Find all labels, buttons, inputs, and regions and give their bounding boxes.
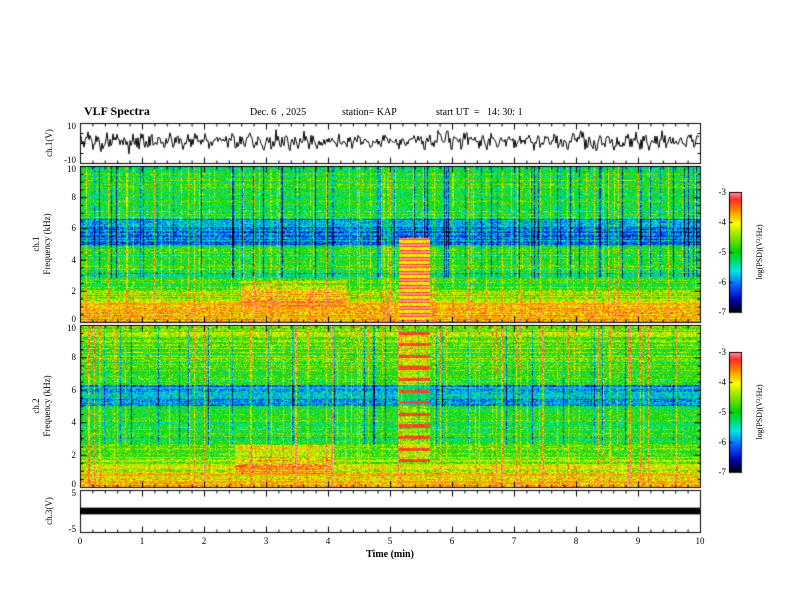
colorbar-tick-label: -5 bbox=[718, 247, 727, 257]
x-tick-label: 4 bbox=[325, 536, 331, 546]
x-axis-title: Time (min) bbox=[366, 549, 414, 560]
colorbar-ch2-unit-label: log(PSD)(V²/Hz) bbox=[755, 384, 764, 440]
ch2-spectrogram-canvas bbox=[80, 325, 700, 487]
y-tick-label: -5 bbox=[68, 524, 77, 534]
x-tick-label: 7 bbox=[511, 536, 517, 546]
station-label: station= KAP bbox=[342, 107, 397, 118]
x-tick-label: 9 bbox=[635, 536, 641, 546]
colorbar-tick-label: -4 bbox=[718, 217, 727, 227]
x-tick-label: 5 bbox=[387, 536, 393, 546]
colorbar-tick-label: -3 bbox=[718, 187, 727, 197]
ch3-voltage-bar-canvas bbox=[80, 490, 700, 532]
y-tick-label: 8 bbox=[71, 352, 77, 363]
y-tick-label: 2 bbox=[71, 285, 77, 296]
colorbar-tick-label: -7 bbox=[718, 307, 727, 317]
colorbar-tick-label: -4 bbox=[718, 377, 727, 387]
x-tick-label: 1 bbox=[139, 536, 145, 546]
start-ut-label: start UT = 14: 30: 1 bbox=[436, 107, 523, 118]
colorbar-tick-label: -6 bbox=[718, 277, 727, 287]
y-tick-label: 10 bbox=[67, 323, 76, 333]
x-tick-label: 3 bbox=[263, 536, 269, 546]
y-tick-label: 5 bbox=[71, 488, 77, 498]
colorbar-tick-label: -7 bbox=[718, 467, 727, 477]
y-tick-label: 4 bbox=[71, 417, 77, 428]
x-tick-label: 8 bbox=[573, 536, 579, 546]
y-tick-label: 4 bbox=[71, 254, 77, 265]
colorbar-tick-label: -3 bbox=[718, 347, 727, 357]
figure-title: VLF Spectra bbox=[84, 104, 150, 118]
x-tick-label: 0 bbox=[77, 536, 83, 546]
y-tick-label: 8 bbox=[71, 192, 77, 203]
ch1-voltage-waveform-canvas bbox=[80, 123, 700, 163]
x-tick-label: 10 bbox=[695, 536, 705, 546]
y-tick-label: 2 bbox=[71, 449, 77, 460]
colorbar-ch1-unit-label: log(PSD)(V²/Hz) bbox=[755, 224, 764, 280]
x-tick-label: 2 bbox=[201, 536, 207, 546]
x-tick-label: 6 bbox=[449, 536, 455, 546]
colorbar-tick-label: -5 bbox=[718, 407, 727, 417]
y-tick-label: 6 bbox=[71, 384, 77, 395]
colorbar-ch2-canvas bbox=[729, 352, 741, 472]
ch1-spectrogram-canvas bbox=[80, 166, 700, 322]
y-tick-label: 6 bbox=[71, 223, 77, 234]
date-label: Dec. 6 , 2025 bbox=[250, 107, 307, 118]
colorbar-ch1-canvas bbox=[729, 192, 741, 312]
y-tick-label: 10 bbox=[67, 164, 76, 174]
y-tick-label: 10 bbox=[67, 121, 76, 131]
colorbar-tick-label: -6 bbox=[718, 437, 727, 447]
